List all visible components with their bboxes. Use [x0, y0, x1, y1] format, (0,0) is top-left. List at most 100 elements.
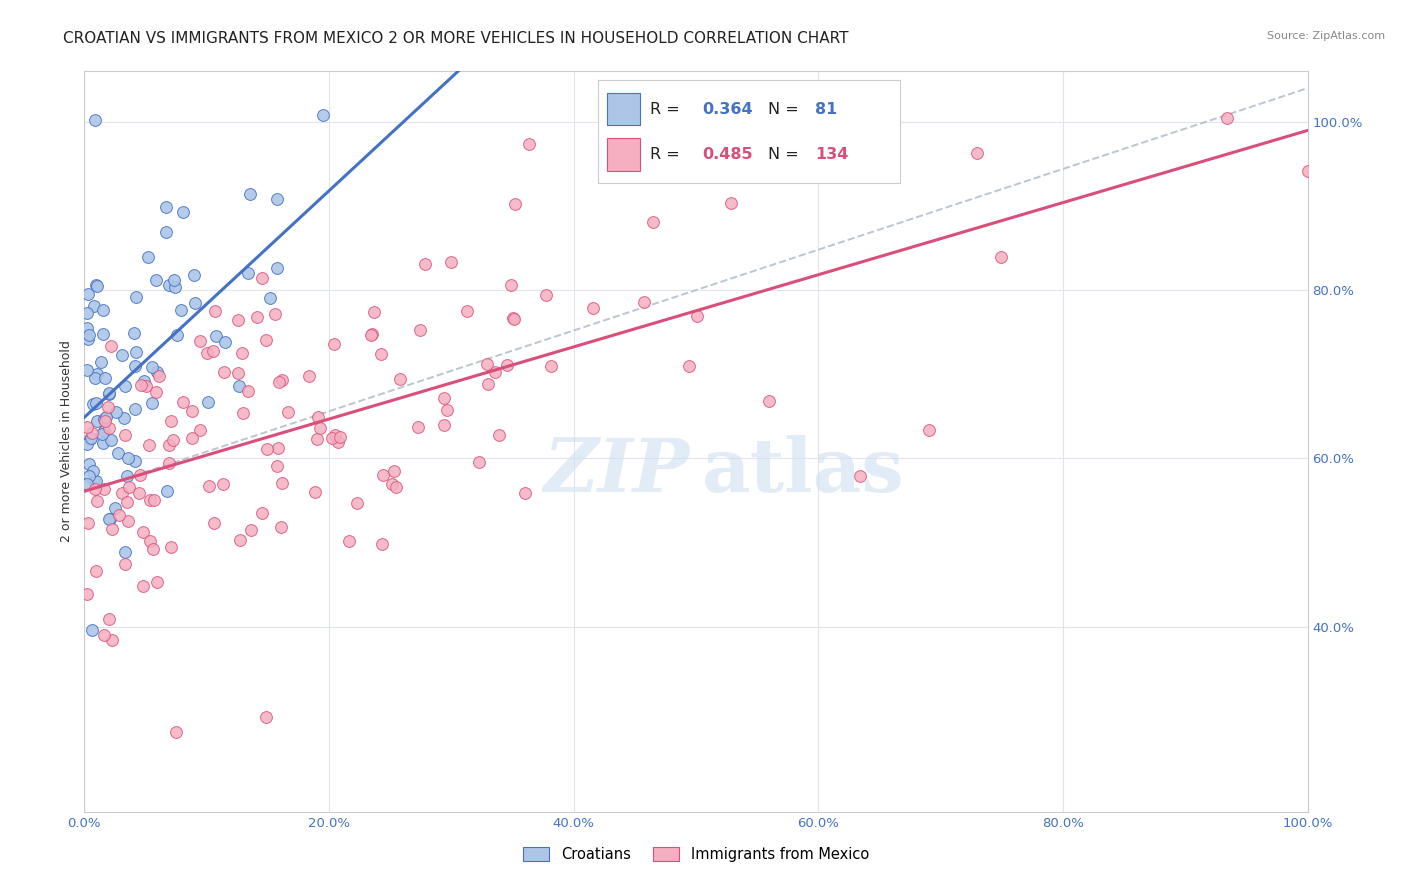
Point: [172, 395, 194, 409]
Point: [100, 339, 122, 353]
Point: [146, 574, 169, 589]
Point: [104, 500, 127, 515]
Point: [159, 414, 181, 428]
Text: CROATIAN VS IMMIGRANTS FROM MEXICO 2 OR MORE VEHICLES IN HOUSEHOLD CORRELATION C: CROATIAN VS IMMIGRANTS FROM MEXICO 2 OR …: [63, 31, 849, 46]
Point: [966, 146, 988, 161]
Point: [170, 303, 193, 318]
Point: [86, 278, 108, 293]
Point: [166, 328, 188, 343]
Point: [360, 328, 382, 343]
Point: [79, 457, 101, 471]
Point: [212, 365, 235, 379]
Point: [83, 482, 105, 496]
FancyBboxPatch shape: [606, 93, 640, 126]
Point: [108, 508, 131, 522]
Point: [259, 291, 281, 305]
Point: [146, 365, 169, 379]
Point: [990, 250, 1012, 264]
Point: [86, 493, 108, 508]
Point: [80, 431, 103, 445]
Point: [246, 310, 269, 324]
Text: N =: N =: [768, 146, 804, 161]
Point: [93, 411, 115, 425]
Point: [346, 496, 368, 510]
Point: [84, 278, 107, 293]
Point: [226, 312, 249, 326]
Point: [720, 196, 742, 211]
Text: 81: 81: [815, 102, 838, 117]
Point: [180, 431, 202, 445]
Point: [111, 486, 134, 500]
Point: [440, 255, 463, 269]
Point: [114, 428, 136, 442]
Point: [413, 258, 436, 272]
Point: [184, 296, 207, 310]
Point: [325, 428, 347, 442]
Point: [98, 512, 121, 526]
Point: [76, 436, 98, 450]
Point: [90, 354, 112, 368]
Point: [204, 304, 226, 318]
Point: [77, 286, 100, 301]
Point: [132, 579, 155, 593]
Point: [1296, 164, 1319, 178]
Point: [115, 495, 138, 509]
Point: [122, 326, 145, 340]
Point: [83, 371, 105, 385]
Point: [205, 329, 228, 343]
Point: [117, 514, 139, 528]
Point: [214, 335, 236, 350]
Point: [91, 303, 114, 318]
Point: [80, 623, 103, 637]
Point: [162, 434, 184, 448]
Point: [264, 307, 287, 321]
Point: [124, 359, 146, 373]
Point: [155, 483, 177, 498]
Point: [77, 516, 100, 531]
Point: [98, 420, 121, 434]
Point: [534, 288, 557, 302]
Text: N =: N =: [768, 102, 804, 117]
Point: [250, 271, 273, 285]
Point: [100, 433, 122, 447]
Point: [180, 404, 202, 418]
Point: [97, 400, 120, 414]
Point: [76, 332, 98, 346]
Point: [436, 403, 458, 417]
Text: 0.364: 0.364: [702, 102, 752, 117]
Point: [165, 279, 187, 293]
Point: [100, 633, 122, 648]
Point: [105, 405, 128, 419]
Point: [93, 424, 115, 438]
Point: [188, 423, 211, 437]
Point: [83, 299, 105, 313]
Point: [197, 346, 219, 360]
Point: [93, 628, 115, 642]
Point: [124, 401, 146, 416]
Point: [307, 432, 329, 446]
Point: [517, 136, 540, 151]
Point: [82, 426, 104, 441]
Text: Source: ZipAtlas.com: Source: ZipAtlas.com: [1267, 31, 1385, 41]
Point: [131, 524, 153, 539]
Point: [758, 393, 780, 408]
Point: [502, 311, 524, 326]
Point: [408, 420, 430, 434]
Point: [142, 542, 165, 557]
Point: [97, 387, 120, 401]
Point: [477, 377, 499, 392]
Point: [501, 277, 523, 292]
Point: [90, 427, 112, 442]
Point: [86, 395, 108, 409]
Point: [388, 371, 411, 385]
Point: [917, 423, 939, 437]
Point: [129, 468, 152, 483]
Point: [94, 410, 117, 425]
Point: [135, 378, 157, 392]
Point: [266, 458, 288, 473]
Point: [312, 108, 335, 122]
Text: R =: R =: [651, 102, 685, 117]
Point: [226, 367, 249, 381]
Point: [433, 417, 456, 432]
Point: [76, 363, 98, 377]
